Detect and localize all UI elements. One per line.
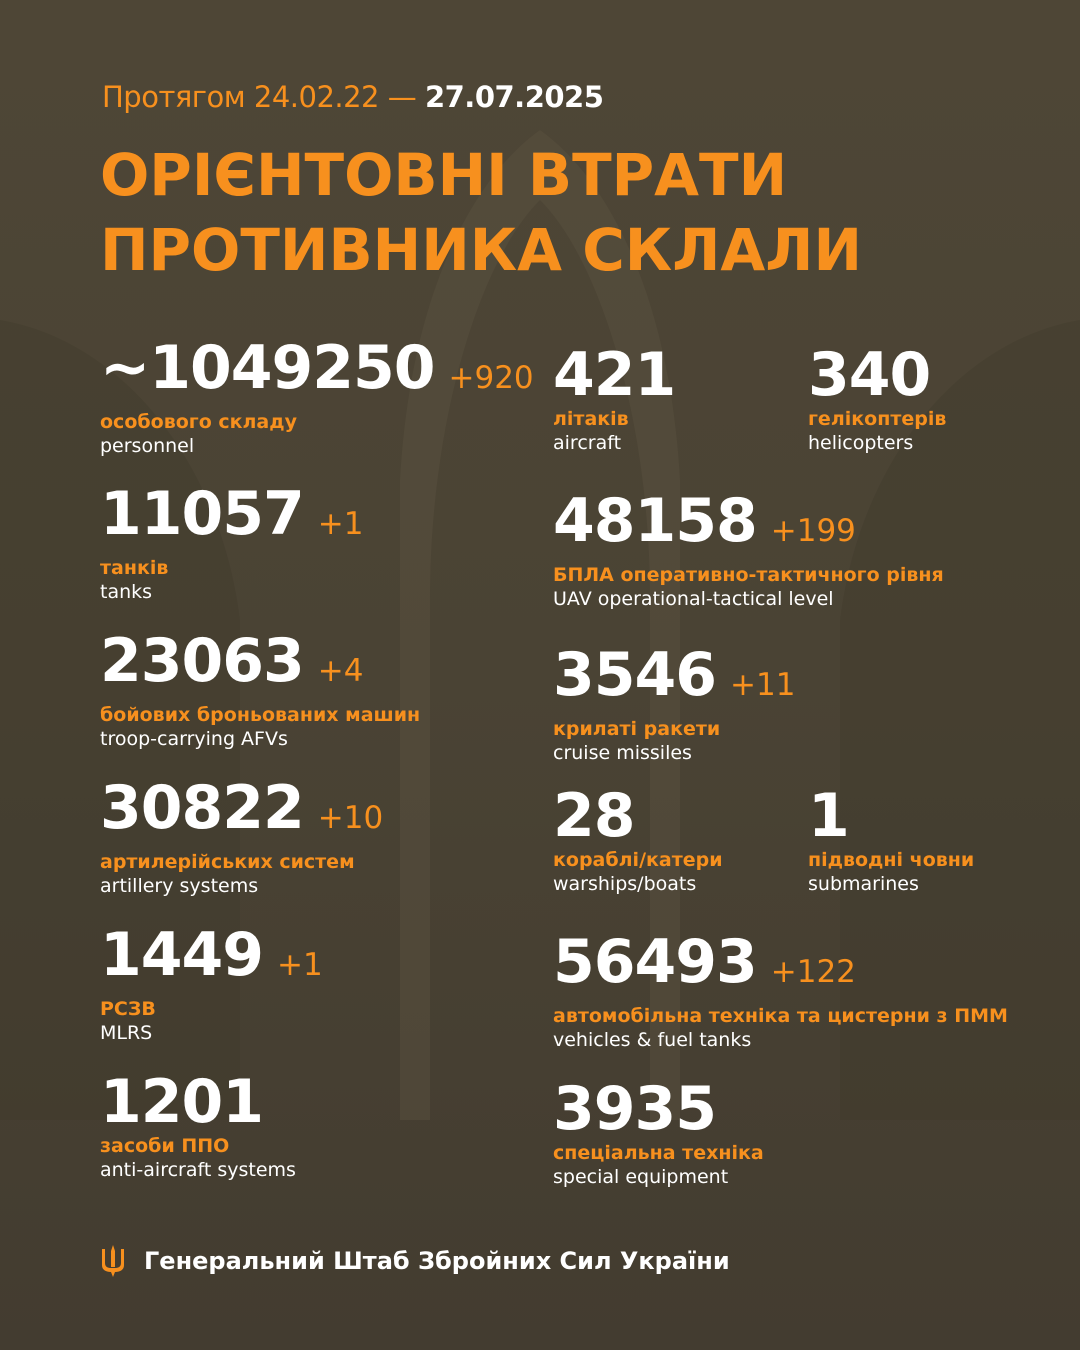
stat-label-uk: артилерійських систем: [100, 851, 355, 873]
stat-value: 3546: [553, 640, 717, 710]
stat-personnel: ~1049250 +920 особового складу personnel: [100, 336, 534, 459]
stat-label-en: personnel: [100, 435, 195, 457]
stat-cruise-missiles: 3546 +11 крилаті ракети cruise missiles: [553, 643, 795, 766]
stat-label-en: special equipment: [553, 1166, 729, 1188]
stat-label-en: tanks: [100, 581, 153, 603]
stat-artillery: 30822 +10 артилерійських систем artillery s…: [100, 776, 383, 899]
stat-label-en: artillery systems: [100, 875, 259, 897]
stat-label-uk: автомобільна техніка та цистерни з ПММ: [553, 1005, 1008, 1027]
stat-label-en: UAV operational-tactical level: [553, 588, 834, 610]
stat-label-en: troop-carrying AFVs: [100, 728, 288, 750]
stat-helicopters: 340 гелікоптерів helicopters: [808, 343, 946, 456]
stat-delta: +1: [277, 947, 323, 983]
stat-label-en: submarines: [808, 873, 919, 895]
stat-warships: 28 кораблі/катери warships/boats: [553, 784, 723, 897]
stat-label-en: warships/boats: [553, 873, 697, 895]
stat-value: 28: [553, 781, 635, 851]
stat-delta: +1: [317, 506, 364, 542]
trident-icon: [102, 1245, 124, 1277]
stat-delta: +199: [770, 513, 856, 549]
stat-label-uk: підводні човни: [808, 849, 975, 871]
stat-aircraft: 421 літаків aircraft: [553, 340, 676, 456]
stat-delta: +920: [448, 360, 534, 396]
stat-label-en: anti-aircraft systems: [100, 1159, 296, 1181]
stat-label-uk: засоби ППО: [100, 1135, 230, 1157]
stat-label-uk: кораблі/катери: [553, 849, 723, 871]
period-end: 27.07.2025: [424, 80, 604, 114]
stat-label-uk: бойових броньованих машин: [100, 704, 421, 726]
stat-value: 3935: [553, 1074, 717, 1144]
stat-delta: +4: [317, 653, 364, 689]
stat-value: 1201: [100, 1067, 264, 1137]
stat-value: 421: [553, 340, 676, 410]
stat-anti-aircraft: 1201 засоби ППО anti-aircraft systems: [100, 1070, 296, 1183]
stat-label-en: cruise missiles: [553, 742, 692, 764]
stat-label-uk: крилаті ракети: [553, 718, 721, 740]
stat-value: 56493: [553, 927, 758, 997]
title-line-2: ПРОТИВНИКА СКЛАЛИ: [100, 216, 862, 284]
stat-tanks: 11057 +1 танків tanks: [100, 482, 363, 605]
stat-label-en: helicopters: [808, 432, 914, 454]
stat-value: 1449: [100, 920, 264, 990]
stat-label-en: aircraft: [553, 432, 622, 454]
stat-uav: 48158 +199 БПЛА оперативно-тактичного рівн…: [553, 489, 944, 612]
stat-label-uk: спеціальна техніка: [553, 1142, 764, 1164]
stat-label-uk: РСЗВ: [100, 998, 156, 1020]
stat-value: 11057: [100, 479, 305, 549]
footer-text: Генеральний Штаб Збройних Сил України: [144, 1247, 730, 1275]
stat-label-uk: БПЛА оперативно-тактичного рівня: [553, 564, 944, 586]
stat-label-uk: гелікоптерів: [808, 408, 947, 430]
stat-value: 23063: [100, 626, 305, 696]
stat-special-equipment: 3935 спеціальна техніка special equipment: [553, 1077, 764, 1190]
stat-label-uk: особового складу: [100, 411, 297, 433]
title-line-1: ОРІЄНТОВНІ ВТРАТИ: [100, 141, 788, 209]
stat-submarines: 1 підводні човни submarines: [808, 784, 974, 897]
period-start: Протягом 24.02.22 —: [102, 80, 417, 114]
period: Протягом 24.02.22 — 27.07.2025: [102, 80, 604, 114]
stat-label-uk: танків: [100, 557, 169, 579]
stat-label-en: MLRS: [100, 1022, 153, 1044]
stat-delta: +122: [770, 954, 856, 990]
stat-value: 340: [808, 340, 931, 410]
stat-afv: 23063 +4 бойових броньованих машин troop-ca…: [100, 629, 420, 752]
stat-delta: +11: [730, 667, 796, 703]
stat-label-en: vehicles & fuel tanks: [553, 1029, 752, 1051]
footer: Генеральний Штаб Збройних Сил України: [100, 1245, 730, 1277]
stat-value: 30822: [100, 773, 305, 843]
page-title: ОРІЄНТОВНІ ВТРАТИ ПРОТИВНИКА СКЛАЛИ: [100, 138, 862, 288]
stat-value: 1: [808, 781, 850, 851]
stat-value: ~1049250: [100, 333, 436, 403]
stat-delta: +10: [317, 800, 384, 836]
stat-mlrs: 1449 +1 РСЗВ MLRS: [100, 923, 323, 1046]
stat-value: 48158: [553, 486, 758, 556]
stat-vehicles: 56493 +122 автомобільна техніка та цистерн…: [553, 930, 1008, 1053]
stat-label-uk: літаків: [553, 408, 629, 430]
